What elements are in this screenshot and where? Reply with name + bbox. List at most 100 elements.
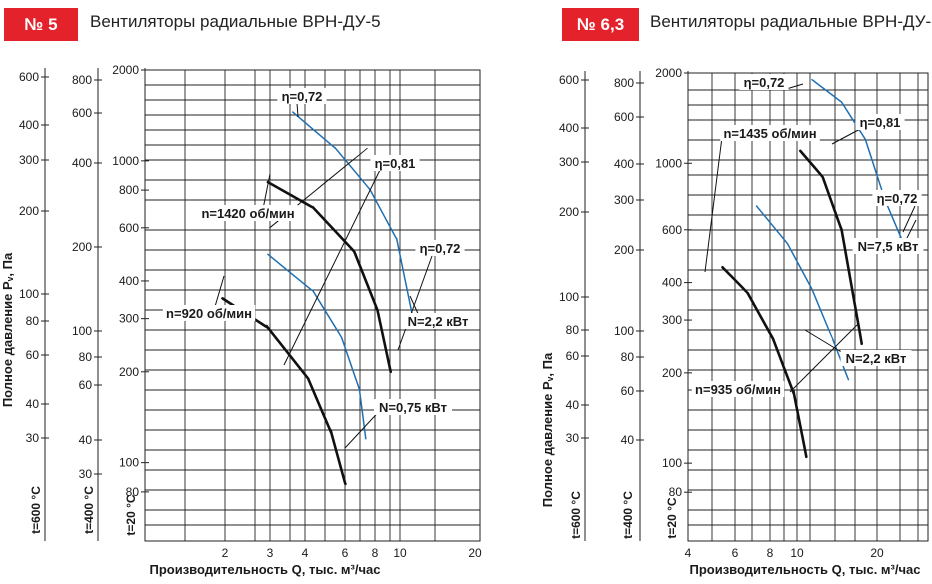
x-tick-label: 20	[870, 546, 884, 560]
pressure-tick-label: 600	[662, 223, 682, 237]
annotation-bg	[840, 350, 912, 366]
pressure-tick-label: 200	[662, 366, 682, 380]
x-tick-label: 4	[685, 546, 692, 560]
annotation-leader	[831, 127, 863, 145]
curve-speed-1	[221, 297, 347, 486]
pressure-tick-label: 300	[559, 155, 579, 169]
annotation-bg	[370, 155, 420, 171]
annotation-leader	[704, 136, 723, 273]
temperature-axis-label: t=20 °C	[665, 497, 679, 538]
temperature-axis-label: t=400 °C	[82, 486, 96, 534]
x-tick-label: 8	[372, 546, 379, 560]
pressure-tick-label: 60	[566, 349, 580, 363]
pressure-tick-label: 800	[119, 183, 139, 197]
curve-annotation: n=920 об/мин	[166, 306, 252, 321]
pressure-tick-label: 200	[19, 204, 39, 218]
pressure-tick-label: 60	[621, 384, 635, 398]
curve-efficiency-3	[267, 253, 367, 440]
pressure-tick-label: 40	[566, 398, 580, 412]
pressure-tick-label: 60	[26, 348, 40, 362]
annotation-bg	[402, 313, 474, 329]
fan-size-badge-5: № 5	[4, 8, 78, 41]
curve-annotation: n=1435 об/мин	[723, 126, 816, 141]
annotation-bg	[855, 114, 905, 130]
pressure-tick-label: 100	[72, 324, 92, 338]
pressure-tick-label: 1000	[112, 154, 139, 168]
chart-title-vrn-du-6-3: Вентиляторы радиальные ВРН-ДУ-6,3	[650, 12, 932, 31]
y-axis-title: Полное давление Pᵥ, Па	[0, 252, 15, 407]
x-tick-label: 4	[302, 546, 309, 560]
pressure-tick-label: 400	[19, 118, 39, 132]
pressure-tick-label: 600	[72, 106, 92, 120]
annotation-leader	[213, 275, 225, 311]
pressure-tick-label: 30	[566, 431, 580, 445]
pressure-tick-label: 2000	[655, 66, 682, 80]
pressure-tick-label: 400	[119, 274, 139, 288]
pressure-tick-label: 600	[19, 70, 39, 84]
curve-annotation: n=1420 об/мин	[201, 206, 294, 221]
pressure-tick-label: 2000	[112, 63, 139, 77]
annotation-bg	[852, 238, 924, 254]
pressure-tick-label: 300	[19, 153, 39, 167]
x-tick-label: 10	[393, 546, 407, 560]
pressure-tick-label: 100	[19, 287, 39, 301]
plot-frame	[687, 72, 929, 542]
curve-efficiency-2	[292, 111, 414, 320]
pressure-tick-label: 200	[614, 243, 634, 257]
x-tick-label: 10	[790, 546, 804, 560]
curve-speed-0	[799, 149, 864, 346]
annotation-bg	[277, 88, 327, 104]
curve-annotation: η=0,72	[877, 191, 918, 206]
plot-grid	[688, 73, 928, 541]
chart-panel-1: 600 400 300 200 100 80 60 40 30 t=600 °C 800 600 400…	[0, 63, 482, 577]
pressure-tick-label: 40	[79, 433, 93, 447]
pressure-tick-label: 200	[72, 240, 92, 254]
pressure-tick-label: 300	[119, 312, 139, 326]
curve-annotation: η=0,72	[282, 89, 323, 104]
temperature-axis-label: t=20 °C	[124, 494, 138, 535]
pressure-tick-label: 40	[621, 433, 635, 447]
x-tick-label: 3	[267, 546, 274, 560]
pressure-tick-label: 400	[559, 121, 579, 135]
pressure-tick-label: 80	[669, 485, 683, 499]
annotation-leader	[296, 102, 299, 118]
curve-annotation: η=0,72	[420, 241, 461, 256]
pressure-tick-label: 80	[621, 350, 635, 364]
annotation-bg	[198, 205, 298, 221]
chart-title-vrn-du-5: Вентиляторы радиальные ВРН-ДУ-5	[90, 12, 381, 31]
pressure-tick-label: 400	[72, 156, 92, 170]
pressure-tick-label: 200	[119, 365, 139, 379]
curve-annotation: η=0,72	[744, 75, 785, 90]
pressure-tick-label: 400	[614, 157, 634, 171]
chart-panel-2: 600 400 300 200 100 80 60 40 30 t=600 °C 800 600 400…	[540, 66, 929, 577]
x-tick-label: 2	[222, 546, 229, 560]
curve-annotation: n=935 об/мин	[695, 382, 781, 397]
annotation-bg	[162, 305, 256, 321]
x-axis-title: Производительность Q, тыс. м³/час	[149, 562, 380, 577]
pressure-tick-label: 100	[614, 324, 634, 338]
pressure-tick-label: 80	[79, 350, 93, 364]
annotation-leader	[283, 169, 381, 366]
x-tick-label: 8	[767, 546, 774, 560]
annotation-bg	[374, 399, 452, 415]
pressure-tick-label: 400	[662, 276, 682, 290]
pressure-tick-label: 1000	[655, 156, 682, 170]
pressure-tick-label: 60	[79, 378, 93, 392]
curve-annotation: N=2,2 кВт	[846, 351, 907, 366]
curve-annotation: N=2,2 кВт	[408, 314, 469, 329]
annotation-leader	[397, 255, 433, 351]
x-tick-label: 20	[468, 546, 482, 560]
pressure-tick-label: 800	[72, 73, 92, 87]
pressure-tick-label: 100	[559, 290, 579, 304]
curve-annotation: η=0,81	[375, 156, 416, 171]
curve-annotation: η=0,81	[860, 115, 901, 130]
temperature-axis-label: t=400 °C	[621, 491, 635, 539]
pressure-tick-label: 100	[119, 456, 139, 470]
y-axis-title: Полное давление Pᵥ, Па	[540, 352, 555, 507]
pressure-tick-label: 40	[26, 397, 40, 411]
x-tick-label: 6	[342, 546, 349, 560]
annotation-bg	[739, 74, 789, 90]
curve-annotation: N=7,5 кВт	[858, 239, 919, 254]
pressure-tick-label: 80	[126, 485, 140, 499]
pressure-tick-label: 300	[614, 193, 634, 207]
